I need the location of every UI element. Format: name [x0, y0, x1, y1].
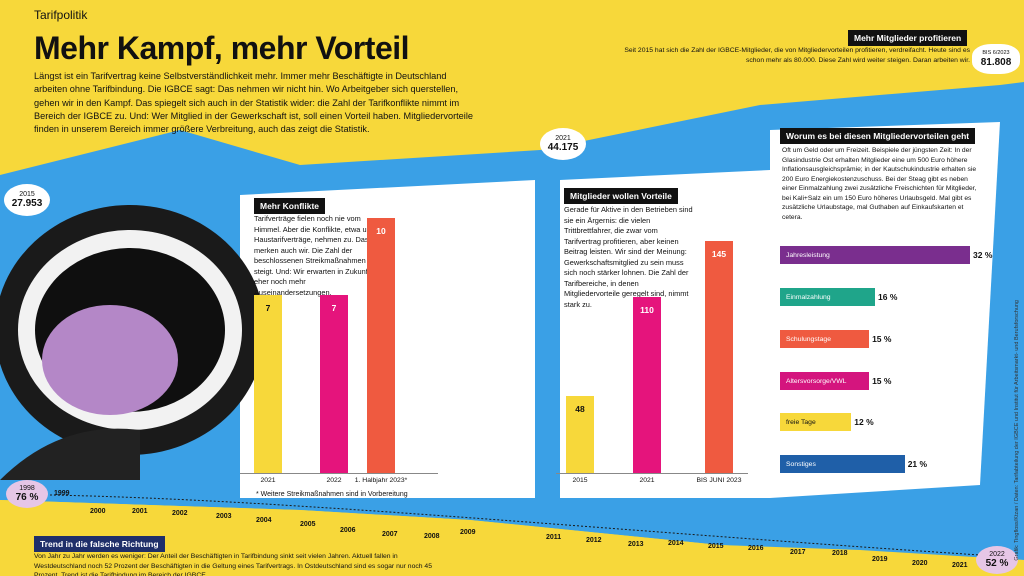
vorteile-text: Gerade für Aktive in den Betrieben sind …: [564, 205, 693, 309]
trend-year-label: 2011: [546, 534, 562, 541]
konflikte-xlabel: 1. Halbjahr 2023*: [354, 477, 408, 484]
white-panel-right: [770, 122, 1000, 498]
bubble-2022: 2022 52 %: [976, 546, 1018, 574]
trend-year-label: 2016: [748, 545, 764, 552]
trend-year-label: 2017: [790, 549, 806, 556]
trend-year-label: 2021: [952, 562, 968, 569]
trend-text: Von Jahr zu Jahr werden es weniger: Der …: [34, 553, 432, 576]
vorteil-hbar-value: 21 %: [907, 459, 928, 469]
konflikte-bar: 7: [254, 294, 282, 473]
vorteil-hbar-value: 12 %: [854, 417, 874, 427]
trend-year-label: 1999: [54, 490, 70, 497]
bubble-2022-label: 2022: [989, 550, 1005, 558]
trend-year-label: 2020: [912, 560, 928, 567]
bubble-1998-value: 76 %: [15, 492, 39, 504]
credit: Grafik: Tingfloss/Ktzan / Daten: Tarifab…: [1014, 300, 1020, 561]
worum-text: Oft um Geld oder um Freizeit. Beispiele …: [782, 147, 977, 221]
bubble-2023-label: BIS 6/2023: [982, 50, 1010, 57]
bubble-2021-label: 2021: [555, 134, 571, 142]
bubble-2021-value: 44.175: [547, 142, 579, 154]
vorteile-xlabel: 2015: [572, 477, 588, 484]
trend-year-label: 2012: [586, 537, 602, 544]
konflikte-footnote: * Weitere Streikmaßnahmen sind in Vorber…: [256, 491, 408, 498]
bubble-2015-label: 2015: [19, 190, 35, 198]
vorteil-hbar-value: 16 %: [878, 292, 898, 302]
trend-year-label: 2003: [216, 513, 232, 520]
konflikte-text: Tarifverträge fielen noch nie vom Himmel…: [254, 214, 373, 297]
vorteile-bar: 48: [566, 396, 594, 473]
trend-year-label: 2005: [300, 521, 316, 528]
trend-year-label: 2015: [708, 543, 724, 550]
vorteile-baseline: [556, 473, 748, 474]
vorteil-hbar-value: 32 %: [973, 250, 993, 260]
trend-year-label: 2008: [424, 533, 440, 540]
vorteil-hbar: Schulungstage: [780, 330, 870, 348]
trend-year-label: 2001: [132, 508, 148, 515]
konflikte-xlabel: 2021: [260, 477, 276, 484]
vorteile-bar: 110: [633, 297, 661, 473]
trend-year-label: 2009: [460, 529, 476, 536]
worum-title: Worum es bei diesen Mitgliedervorteilen …: [780, 128, 976, 144]
vorteil-hbar-value: 15 %: [872, 376, 892, 386]
konflikte-xlabel: 2022: [326, 477, 342, 484]
konflikte-bar: 7: [320, 294, 348, 473]
bubble-2023-value: 81.808: [980, 56, 1012, 68]
bubble-2023: BIS 6/2023 81.808: [972, 44, 1020, 74]
bubble-2015: 2015 27.953: [4, 184, 50, 216]
bubble-1998: 1998 76 %: [6, 480, 48, 508]
bubble-2022-value: 52 %: [985, 558, 1009, 570]
trend-year-label: 2007: [382, 531, 398, 538]
trend-year-label: 2019: [872, 556, 888, 563]
konflikte-baseline: [240, 473, 438, 474]
vorteil-hbar: Einmalzahlung: [780, 288, 875, 306]
trend-year-label: 2006: [340, 527, 356, 534]
bubble-2021: 2021 44.175: [540, 128, 586, 160]
trend-year-label: 2000: [90, 508, 106, 515]
trend-title: Trend in die falsche Richtung: [34, 536, 165, 552]
vorteil-hbar: Jahresleistung: [780, 246, 970, 264]
trend-year-label: 2014: [668, 540, 684, 547]
vorteil-hbar-value: 15 %: [872, 334, 892, 344]
trend-year-label: 2018: [832, 550, 848, 557]
members-title: Mehr Mitglieder profitieren: [848, 30, 968, 46]
trend-year-label: 2004: [256, 517, 272, 524]
bubble-2015-value: 27.953: [11, 198, 43, 210]
tongue: [42, 305, 178, 415]
vorteile-title: Mitglieder wollen Vorteile: [564, 188, 678, 204]
vorteile-bar: 145: [705, 241, 733, 473]
vorteil-hbar: freie Tage: [780, 413, 852, 431]
trend-year-label: 2013: [628, 541, 644, 548]
vorteil-hbar: Altersvorsorge/VWL: [780, 372, 870, 390]
vorteil-hbar: Sonstiges: [780, 455, 905, 473]
section-tag: Tarifpolitik: [34, 8, 88, 22]
bubble-1998-label: 1998: [19, 484, 35, 492]
page-title: Mehr Kampf, mehr Vorteil: [34, 30, 410, 66]
konflikte-title: Mehr Konflikte: [254, 198, 326, 214]
trend-year-label: 2002: [172, 510, 188, 517]
intro-text: Längst ist ein Tarifvertrag keine Selbst…: [34, 71, 473, 135]
konflikte-bar: 10: [367, 218, 395, 473]
members-text: Seit 2015 hat sich die Zahl der IGBCE-Mi…: [624, 47, 970, 64]
vorteile-xlabel: BIS JUNI 2023: [696, 477, 742, 484]
vorteile-xlabel: 2021: [639, 477, 655, 484]
